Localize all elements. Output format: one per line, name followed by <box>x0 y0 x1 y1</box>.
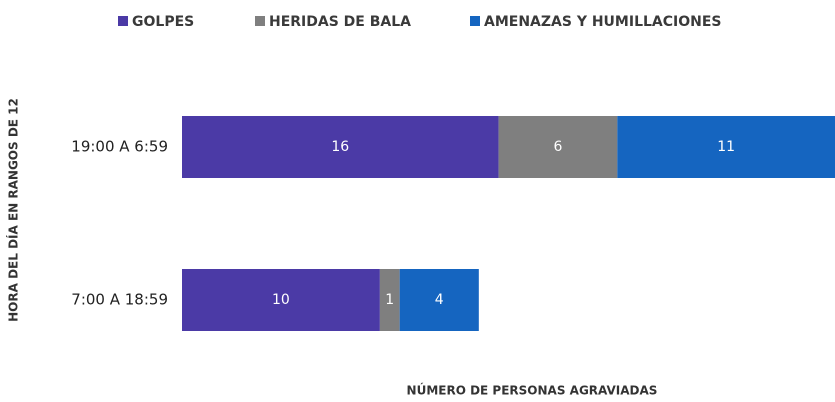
bar-segment <box>399 269 479 331</box>
legend-swatch <box>118 16 128 26</box>
x-axis-title: NÚMERO DE PERSONAS AGRAVIADAS <box>407 383 658 398</box>
legend-swatch <box>470 16 480 26</box>
y-tick-label: 7:00 A 18:59 <box>71 291 168 309</box>
data-label: 16 <box>331 139 349 155</box>
bar-segment <box>498 116 618 178</box>
data-label: 1 <box>385 292 394 308</box>
legend-swatch <box>255 16 265 26</box>
bar-segment <box>379 269 400 331</box>
y-tick-label: 19:00 A 6:59 <box>71 138 168 156</box>
bar-segment <box>182 269 380 331</box>
legend-label: AMENAZAS Y HUMILLACIONES <box>484 14 722 30</box>
bar-segment <box>182 116 499 178</box>
legend-label: GOLPES <box>132 14 194 30</box>
data-label: 4 <box>435 292 444 308</box>
data-label: 11 <box>717 139 735 155</box>
y-axis-title: HORA DEL DÍA EN RANGOS DE 12 <box>6 98 21 322</box>
bar-segment <box>617 116 835 178</box>
data-label: 6 <box>554 139 563 155</box>
legend-label: HERIDAS DE BALA <box>269 14 411 30</box>
data-label: 10 <box>272 292 290 308</box>
